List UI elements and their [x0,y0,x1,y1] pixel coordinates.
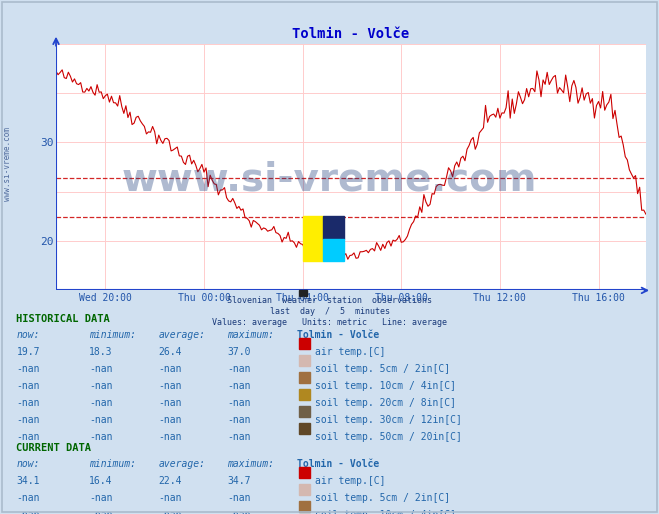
Text: last  day  /  5  minutes: last day / 5 minutes [270,307,389,316]
Text: -nan: -nan [227,415,251,425]
Bar [323,216,344,238]
Bar [299,290,306,297]
Text: -nan: -nan [158,415,182,425]
Text: average:: average: [158,459,205,469]
Text: -nan: -nan [158,381,182,391]
Text: soil temp. 50cm / 20in[C]: soil temp. 50cm / 20in[C] [315,432,462,442]
Text: soil temp. 10cm / 4in[C]: soil temp. 10cm / 4in[C] [315,510,456,514]
Text: maximum:: maximum: [227,459,274,469]
Text: 18.3: 18.3 [89,347,113,357]
Text: -nan: -nan [16,398,40,408]
Text: Values: average   Units: metric   Line: average: Values: average Units: metric Line: aver… [212,318,447,327]
Text: -nan: -nan [16,493,40,503]
Text: -nan: -nan [89,381,113,391]
Text: -nan: -nan [227,381,251,391]
Text: -nan: -nan [227,364,251,374]
Text: -nan: -nan [89,398,113,408]
Text: soil temp. 10cm / 4in[C]: soil temp. 10cm / 4in[C] [315,381,456,391]
Text: HISTORICAL DATA: HISTORICAL DATA [16,314,110,323]
Text: soil temp. 20cm / 8in[C]: soil temp. 20cm / 8in[C] [315,398,456,408]
Text: 34.1: 34.1 [16,476,40,486]
Text: -nan: -nan [158,398,182,408]
Text: -nan: -nan [227,510,251,514]
Text: -nan: -nan [89,493,113,503]
Text: Tolmin - Volče: Tolmin - Volče [297,459,379,469]
Text: -nan: -nan [227,493,251,503]
Text: -nan: -nan [16,510,40,514]
Text: soil temp. 5cm / 2in[C]: soil temp. 5cm / 2in[C] [315,364,450,374]
Text: -nan: -nan [158,493,182,503]
Text: Slovenian  weather  station  observations: Slovenian weather station observations [227,296,432,305]
Text: -nan: -nan [16,415,40,425]
Text: soil temp. 30cm / 12in[C]: soil temp. 30cm / 12in[C] [315,415,462,425]
Text: 16.4: 16.4 [89,476,113,486]
Text: -nan: -nan [16,432,40,442]
Text: 34.7: 34.7 [227,476,251,486]
Text: soil temp. 5cm / 2in[C]: soil temp. 5cm / 2in[C] [315,493,450,503]
Text: -nan: -nan [227,398,251,408]
Text: -nan: -nan [158,510,182,514]
Text: Tolmin - Volče: Tolmin - Volče [297,330,379,340]
Text: 26.4: 26.4 [158,347,182,357]
Text: www.si-vreme.com: www.si-vreme.com [122,161,537,199]
Text: -nan: -nan [89,432,113,442]
Text: minimum:: minimum: [89,459,136,469]
Text: -nan: -nan [227,432,251,442]
Text: 22.4: 22.4 [158,476,182,486]
Text: -nan: -nan [158,432,182,442]
Text: now:: now: [16,459,40,469]
Text: now:: now: [16,330,40,340]
Text: minimum:: minimum: [89,330,136,340]
Text: -nan: -nan [89,364,113,374]
Bar [302,216,323,261]
Text: -nan: -nan [89,510,113,514]
Text: www.si-vreme.com: www.si-vreme.com [3,127,13,201]
Text: air temp.[C]: air temp.[C] [315,347,386,357]
Text: -nan: -nan [158,364,182,374]
Text: 37.0: 37.0 [227,347,251,357]
Text: 19.7: 19.7 [16,347,40,357]
Text: maximum:: maximum: [227,330,274,340]
Text: -nan: -nan [89,415,113,425]
Text: -nan: -nan [16,381,40,391]
Text: -nan: -nan [16,364,40,374]
Text: air temp.[C]: air temp.[C] [315,476,386,486]
Title: Tolmin - Volče: Tolmin - Volče [293,27,409,41]
Bar [323,238,344,261]
Text: CURRENT DATA: CURRENT DATA [16,443,92,452]
Text: average:: average: [158,330,205,340]
